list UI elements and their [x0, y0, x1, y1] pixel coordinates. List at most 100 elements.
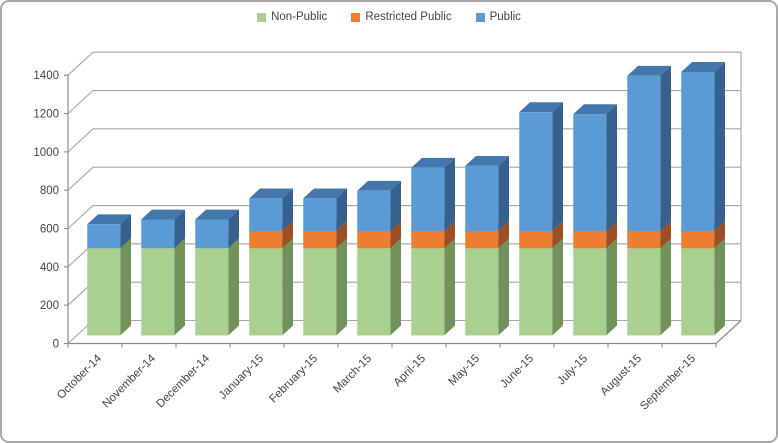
segment-side-face — [282, 221, 293, 249]
segment-front-face — [573, 248, 607, 336]
bar-september-15 — [681, 62, 725, 336]
bar-july-15 — [573, 104, 617, 336]
gridline — [67, 51, 741, 76]
segment-side-face — [552, 221, 563, 249]
segment-front-face — [465, 248, 499, 336]
segment-side-face — [498, 238, 509, 336]
bar-october-14 — [87, 214, 131, 336]
segment-front-face — [195, 219, 229, 249]
x-axis-label: October-14 — [55, 352, 105, 402]
segment-side-face — [120, 214, 131, 249]
segment-top-face — [249, 188, 293, 199]
legend-swatch-public-icon — [475, 12, 485, 22]
x-axis-label: June-15 — [498, 353, 536, 391]
segment-top-face — [627, 65, 671, 76]
segment-front-face — [357, 190, 391, 232]
segment-side-face — [606, 104, 617, 232]
segment-side-face — [444, 157, 455, 232]
segment-top-face — [681, 62, 725, 72]
bar-december-14 — [195, 209, 239, 336]
segment-top-face — [519, 102, 563, 113]
segment-front-face — [681, 71, 715, 232]
segment-side-face — [552, 238, 563, 336]
floor-right-edge — [715, 320, 742, 344]
bar-june-15 — [519, 102, 563, 336]
x-axis-label: November-14 — [100, 352, 158, 410]
segment-side-face — [606, 238, 617, 336]
segment-front-face — [249, 198, 283, 232]
segment-front-face — [519, 112, 553, 232]
segment-front-face — [195, 248, 229, 336]
segment-front-face — [627, 231, 661, 249]
segment-front-face — [303, 198, 337, 232]
y-axis-label: 800 — [40, 185, 59, 197]
segment-front-face — [249, 248, 283, 336]
legend-label-non-public: Non-Public — [271, 11, 328, 23]
legend-swatch-restricted-public-icon — [351, 12, 361, 22]
segment-side-face — [498, 221, 509, 249]
segment-side-face — [444, 221, 455, 249]
segment-side-face — [660, 221, 671, 249]
y-axis-label: 1200 — [33, 109, 59, 121]
segment-side-face — [552, 102, 563, 232]
segment-front-face — [573, 114, 607, 232]
segment-front-face — [627, 75, 661, 232]
segment-side-face — [282, 238, 293, 336]
x-axis-label: May-15 — [447, 353, 483, 389]
segment-front-face — [465, 231, 499, 249]
x-axis-label: February-15 — [267, 353, 320, 406]
segment-front-face — [411, 248, 445, 336]
bar-may-15 — [465, 155, 509, 336]
bar-january-15 — [249, 188, 293, 336]
segment-side-face — [390, 221, 401, 249]
segment-top-face — [411, 157, 455, 168]
x-axis-label: September-15 — [638, 353, 698, 413]
segment-top-face — [465, 155, 509, 166]
legend-label-restricted-public: Restricted Public — [365, 11, 452, 23]
segment-side-face — [228, 238, 239, 336]
segment-side-face — [336, 188, 347, 232]
x-axis-label: July-15 — [555, 353, 590, 388]
y-axis-label: 0 — [53, 339, 59, 351]
segment-front-face — [357, 231, 391, 249]
segment-side-face — [660, 238, 671, 336]
x-axis-label: March-15 — [331, 353, 374, 396]
segment-front-face — [411, 231, 445, 249]
segment-front-face — [681, 248, 715, 336]
bar-august-15 — [627, 65, 671, 336]
bars — [87, 62, 725, 336]
segment-side-face — [660, 65, 671, 232]
segment-side-face — [336, 221, 347, 249]
segment-side-face — [282, 188, 293, 232]
segment-side-face — [444, 238, 455, 336]
segment-front-face — [141, 248, 175, 336]
segment-side-face — [606, 221, 617, 249]
x-axis-label: August-15 — [599, 353, 645, 399]
gridline — [67, 89, 741, 114]
segment-side-face — [498, 155, 509, 232]
segment-top-face — [303, 188, 347, 199]
segment-top-face — [573, 104, 617, 115]
segment-side-face — [714, 221, 725, 249]
segment-front-face — [357, 248, 391, 336]
segment-side-face — [174, 238, 185, 336]
y-axis-label: 600 — [40, 224, 59, 236]
segment-side-face — [336, 238, 347, 336]
segment-front-face — [519, 248, 553, 336]
segment-front-face — [519, 231, 553, 249]
segment-side-face — [120, 238, 131, 336]
segment-side-face — [228, 209, 239, 249]
y-axis-label: 200 — [40, 300, 59, 312]
bar-april-15 — [411, 157, 455, 336]
y-axis-label: 1400 — [33, 70, 59, 82]
bar-november-14 — [141, 209, 185, 336]
segment-side-face — [714, 238, 725, 336]
y-axis-label: 1000 — [33, 147, 59, 159]
bar-february-15 — [303, 188, 347, 336]
segment-front-face — [465, 165, 499, 232]
segment-front-face — [303, 231, 337, 249]
segment-front-face — [249, 231, 283, 249]
y-axis-label: 400 — [40, 262, 59, 274]
segment-top-face — [357, 180, 401, 191]
